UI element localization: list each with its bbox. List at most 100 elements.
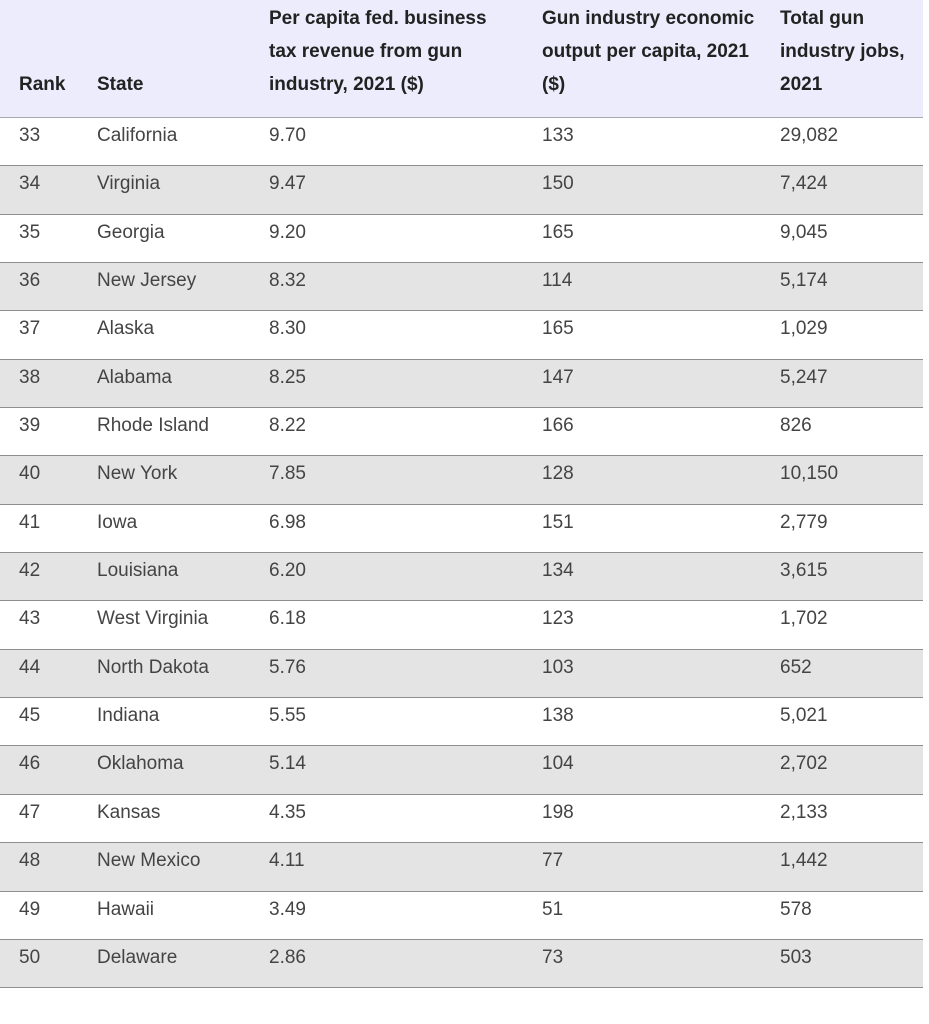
state-cell: New Jersey <box>97 270 197 292</box>
rank-cell: 38 <box>19 366 41 388</box>
economic-output-cell: 128 <box>542 463 574 485</box>
tax-revenue-cell: 9.20 <box>269 221 306 243</box>
jobs-cell: 3,615 <box>780 560 828 582</box>
economic-output-cell: 198 <box>542 801 574 823</box>
state-cell: Indiana <box>97 705 160 727</box>
jobs-cell: 5,021 <box>780 705 828 727</box>
data-table: Rank State Per capita fed. business tax … <box>0 0 923 989</box>
tax-revenue-cell: 4.11 <box>269 850 305 872</box>
tax-revenue-cell: 6.98 <box>269 511 306 533</box>
rank-cell: 49 <box>19 898 41 920</box>
table-row: 43 West Virginia 6.18 123 1,702 <box>0 601 923 650</box>
state-cell: New Mexico <box>97 850 201 872</box>
state-cell: Alabama <box>97 366 172 388</box>
table-row: 45 Indiana 5.55 138 5,021 <box>0 698 923 747</box>
economic-output-cell: 51 <box>542 898 564 920</box>
jobs-cell: 1,029 <box>780 318 828 340</box>
jobs-cell: 578 <box>780 898 812 920</box>
tax-revenue-cell: 2.86 <box>269 946 306 968</box>
header-jobs: Total gun industry jobs, 2021 <box>780 8 905 95</box>
economic-output-cell: 123 <box>542 608 574 630</box>
state-cell: New York <box>97 463 178 485</box>
jobs-cell: 7,424 <box>780 173 828 195</box>
rank-cell: 39 <box>19 415 41 437</box>
state-cell: California <box>97 125 178 146</box>
state-cell: Iowa <box>97 511 138 533</box>
jobs-cell: 503 <box>780 946 812 968</box>
economic-output-cell: 166 <box>542 415 574 437</box>
rank-cell: 47 <box>19 801 41 823</box>
state-cell: Georgia <box>97 221 165 243</box>
state-cell: Alaska <box>97 318 155 340</box>
table-row: 35 Georgia 9.20 165 9,045 <box>0 214 923 264</box>
header-tax-revenue: Per capita fed. business tax revenue fro… <box>269 8 487 95</box>
table-row: 37 Alaska 8.30 165 1,029 <box>0 311 923 360</box>
jobs-cell: 5,247 <box>780 366 828 388</box>
rank-cell: 36 <box>19 270 41 292</box>
jobs-cell: 2,779 <box>780 511 828 533</box>
rank-cell: 46 <box>19 753 41 775</box>
state-cell: Oklahoma <box>97 753 184 775</box>
rank-cell: 44 <box>19 656 41 678</box>
rank-cell: 50 <box>19 946 41 968</box>
jobs-cell: 2,133 <box>780 801 828 823</box>
header-economic-output: Gun industry economic output per capita,… <box>542 8 755 95</box>
rank-cell: 34 <box>19 173 41 195</box>
state-cell: Hawaii <box>97 898 155 920</box>
jobs-cell: 1,442 <box>780 850 828 872</box>
table-row: 42 Louisiana 6.20 134 3,615 <box>0 553 923 602</box>
header-rank: Rank <box>19 74 66 95</box>
tax-revenue-cell: 5.55 <box>269 705 306 727</box>
tax-revenue-cell: 9.47 <box>269 173 306 195</box>
header-state: State <box>97 74 144 95</box>
state-cell: Kansas <box>97 801 161 823</box>
economic-output-cell: 133 <box>542 125 574 146</box>
rank-cell: 48 <box>19 850 41 872</box>
rank-cell: 43 <box>19 608 41 630</box>
rank-cell: 40 <box>19 463 41 485</box>
tax-revenue-cell: 9.70 <box>269 125 306 146</box>
economic-output-cell: 114 <box>542 270 573 292</box>
tax-revenue-cell: 5.76 <box>269 656 306 678</box>
state-cell: Rhode Island <box>97 415 209 437</box>
tax-revenue-cell: 7.85 <box>269 463 306 485</box>
economic-output-cell: 103 <box>542 656 574 678</box>
table-row: 44 North Dakota 5.76 103 652 <box>0 649 923 699</box>
jobs-cell: 9,045 <box>780 221 828 243</box>
economic-output-cell: 138 <box>542 705 574 727</box>
economic-output-cell: 104 <box>542 753 574 775</box>
table-row: 36 New Jersey 8.32 114 5,174 <box>0 263 923 312</box>
table-row: 38 Alabama 8.25 147 5,247 <box>0 359 923 409</box>
economic-output-cell: 77 <box>542 850 564 872</box>
tax-revenue-cell: 3.49 <box>269 898 306 920</box>
state-cell: Delaware <box>97 946 178 968</box>
table-row: 34 Virginia 9.47 150 7,424 <box>0 166 923 215</box>
table-row: 49 Hawaii 3.49 51 578 <box>0 891 923 940</box>
economic-output-cell: 151 <box>542 511 574 533</box>
tax-revenue-cell: 8.30 <box>269 318 306 340</box>
state-cell: West Virginia <box>97 608 209 630</box>
tax-revenue-cell: 6.20 <box>269 560 306 582</box>
jobs-cell: 652 <box>780 656 812 678</box>
rank-cell: 42 <box>19 560 41 582</box>
table-row: 47 Kansas 4.35 198 2,133 <box>0 794 923 844</box>
state-cell: North Dakota <box>97 656 209 678</box>
economic-output-cell: 134 <box>542 560 574 582</box>
tax-revenue-cell: 6.18 <box>269 608 306 630</box>
tax-revenue-cell: 8.22 <box>269 415 306 437</box>
rank-cell: 35 <box>19 221 41 243</box>
jobs-cell: 2,702 <box>780 753 828 775</box>
table-row: 39 Rhode Island 8.22 166 826 <box>0 408 923 457</box>
tax-revenue-cell: 8.32 <box>269 270 306 292</box>
tax-revenue-cell: 5.14 <box>269 753 306 775</box>
table-row: 46 Oklahoma 5.14 104 2,702 <box>0 746 923 795</box>
table-body: 33 California 9.70 133 29,082 34 Virginia 9.47 1… <box>0 118 923 989</box>
rank-cell: 45 <box>19 705 41 727</box>
table-row: 48 New Mexico 4.11 77 1,442 <box>0 843 923 892</box>
economic-output-cell: 73 <box>542 946 564 968</box>
tax-revenue-cell: 4.35 <box>269 801 306 823</box>
economic-output-cell: 150 <box>542 173 574 195</box>
state-cell: Louisiana <box>97 560 179 582</box>
jobs-cell: 5,174 <box>780 270 828 292</box>
table-row: 50 Delaware 2.86 73 503 <box>0 939 923 989</box>
